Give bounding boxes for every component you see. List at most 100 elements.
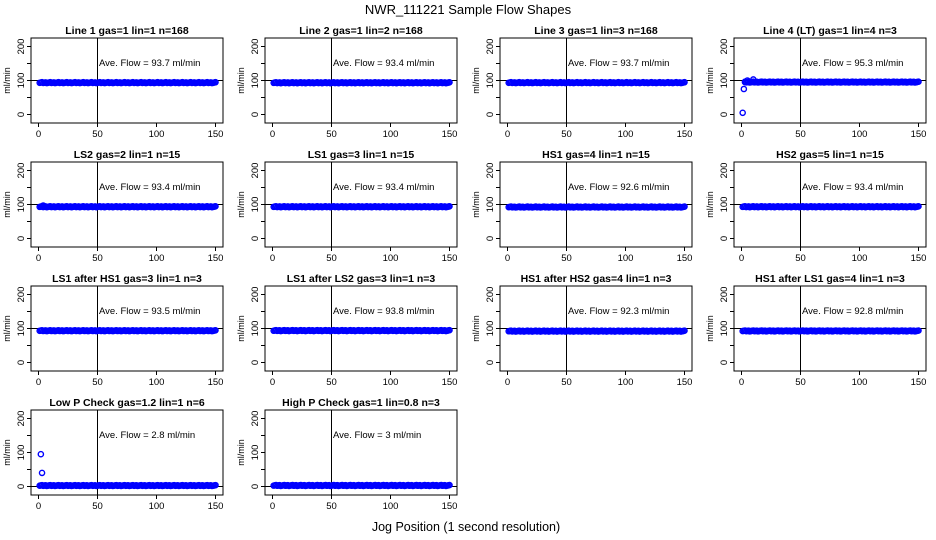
average-flow-annotation: Ave. Flow = 93.4 ml/min <box>802 182 903 193</box>
panel-title: HS1 after LS1 gas=4 lin=1 n=3 <box>755 273 905 285</box>
x-tick-label: 100 <box>852 129 868 140</box>
data-point <box>681 78 688 86</box>
x-tick-label: 50 <box>92 377 103 388</box>
x-tick-label: 100 <box>149 377 165 388</box>
panel-14: High P Check gas=1 lin=0.8 n=3 0 50 100 150 0… <box>236 397 458 512</box>
x-tick-label: 150 <box>208 129 224 140</box>
x-tick-label: 50 <box>92 129 103 140</box>
x-tick-label: 100 <box>383 501 399 512</box>
data-point <box>212 203 219 210</box>
x-tick-label: 100 <box>149 129 165 140</box>
panel-title: Line 1 gas=1 lin=1 n=168 <box>65 25 189 37</box>
panel-4: Line 4 (LT) gas=1 lin=4 n=3 0 50 100 150 0 100… <box>705 25 927 140</box>
x-tick-label: 0 <box>739 129 744 140</box>
panel-title: HS1 after HS2 gas=4 lin=1 n=3 <box>521 273 672 285</box>
x-tick-label: 0 <box>739 377 744 388</box>
data-point <box>446 203 453 210</box>
x-tick-label: 150 <box>442 129 458 140</box>
x-tick-label: 100 <box>852 253 868 264</box>
average-flow-annotation: Ave. Flow = 92.6 ml/min <box>568 182 669 193</box>
panel-title: Line 2 gas=1 lin=2 n=168 <box>299 25 423 37</box>
x-tick-label: 150 <box>677 129 693 140</box>
y-tick-label: 200 <box>16 411 27 427</box>
data-points <box>36 202 219 211</box>
average-flow-annotation: Ave. Flow = 93.7 ml/min <box>568 58 669 69</box>
panel-title: LS1 after HS1 gas=3 lin=1 n=3 <box>52 273 202 285</box>
y-tick-label: 100 <box>250 445 261 461</box>
y-tick-label: 0 <box>16 112 27 117</box>
y-axis-label: ml/min <box>471 67 481 94</box>
average-flow-annotation: Ave. Flow = 93.5 ml/min <box>99 306 200 317</box>
y-tick-label: 100 <box>485 73 496 89</box>
x-tick-label: 50 <box>92 253 103 264</box>
y-tick-label: 100 <box>485 197 496 213</box>
y-tick-label: 0 <box>485 360 496 365</box>
average-flow-annotation: Ave. Flow = 93.7 ml/min <box>99 58 200 69</box>
x-tick-label: 0 <box>739 253 744 264</box>
data-points <box>739 76 922 117</box>
y-tick-label: 0 <box>250 484 261 489</box>
data-point <box>446 481 453 489</box>
y-tick-label: 100 <box>250 197 261 213</box>
y-tick-label: 200 <box>250 411 261 427</box>
x-tick-label: 50 <box>326 501 337 512</box>
y-tick-label: 0 <box>16 360 27 365</box>
x-tick-label: 50 <box>326 377 337 388</box>
x-tick-label: 50 <box>561 129 572 140</box>
data-point <box>915 203 922 210</box>
data-point <box>212 481 219 489</box>
y-tick-label: 0 <box>16 236 27 241</box>
y-tick-label: 200 <box>16 163 27 179</box>
x-tick-label: 0 <box>505 253 510 264</box>
figure-title: NWR_111221 Sample Flow Shapes <box>365 2 572 17</box>
x-tick-label: 150 <box>911 253 927 264</box>
x-tick-label: 150 <box>442 377 458 388</box>
x-tick-label: 0 <box>270 129 275 140</box>
panel-6: LS1 gas=3 lin=1 n=15 0 50 100 150 0 100 200 ml/m… <box>236 149 458 264</box>
y-tick-label: 200 <box>250 39 261 55</box>
y-tick-label: 0 <box>250 112 261 117</box>
panel-title: HS1 gas=4 lin=1 n=15 <box>542 149 650 161</box>
x-tick-label: 0 <box>36 501 41 512</box>
x-tick-label: 100 <box>618 377 634 388</box>
y-tick-label: 100 <box>250 73 261 89</box>
panel-title: HS2 gas=5 lin=1 n=15 <box>776 149 884 161</box>
data-points <box>270 326 453 335</box>
x-tick-label: 100 <box>383 129 399 140</box>
y-tick-label: 100 <box>16 197 27 213</box>
data-points <box>505 78 688 87</box>
y-tick-label: 100 <box>16 73 27 89</box>
x-tick-label: 150 <box>911 377 927 388</box>
panel-13: Low P Check gas=1.2 lin=1 n=6 0 50 100 150 0 1… <box>2 397 224 512</box>
y-tick-label: 200 <box>719 163 730 179</box>
y-axis-label: ml/min <box>236 315 246 342</box>
x-tick-label: 100 <box>149 501 165 512</box>
x-tick-label: 0 <box>270 501 275 512</box>
panel-12: HS1 after LS1 gas=4 lin=1 n=3 0 50 100 150 0 1… <box>705 273 927 388</box>
x-tick-label: 100 <box>383 253 399 264</box>
y-tick-label: 100 <box>16 321 27 337</box>
panel-9: LS1 after HS1 gas=3 lin=1 n=3 0 50 100 150 0 1… <box>2 273 224 388</box>
average-flow-annotation: Ave. Flow = 2.8 ml/min <box>99 430 195 441</box>
data-points <box>739 203 922 211</box>
x-tick-label: 100 <box>149 253 165 264</box>
average-flow-annotation: Ave. Flow = 93.4 ml/min <box>333 182 434 193</box>
data-points <box>270 203 453 211</box>
data-point <box>915 78 922 85</box>
y-tick-label: 100 <box>719 73 730 89</box>
y-axis-label: ml/min <box>705 315 715 342</box>
average-flow-annotation: Ave. Flow = 92.8 ml/min <box>802 306 903 317</box>
x-tick-label: 150 <box>442 501 458 512</box>
data-point <box>446 79 453 86</box>
data-points <box>739 327 922 335</box>
y-tick-label: 0 <box>485 112 496 117</box>
x-tick-label: 50 <box>561 253 572 264</box>
y-tick-label: 100 <box>485 321 496 337</box>
x-tick-label: 50 <box>795 377 806 388</box>
panel-5: LS2 gas=2 lin=1 n=15 0 50 100 150 0 100 200 ml/m… <box>2 149 224 264</box>
x-tick-label: 150 <box>208 377 224 388</box>
y-axis-label: ml/min <box>2 67 12 94</box>
panel-3: Line 3 gas=1 lin=3 n=168 0 50 100 150 0 100 200… <box>471 25 693 140</box>
y-tick-label: 0 <box>719 360 730 365</box>
y-axis-label: ml/min <box>705 191 715 218</box>
